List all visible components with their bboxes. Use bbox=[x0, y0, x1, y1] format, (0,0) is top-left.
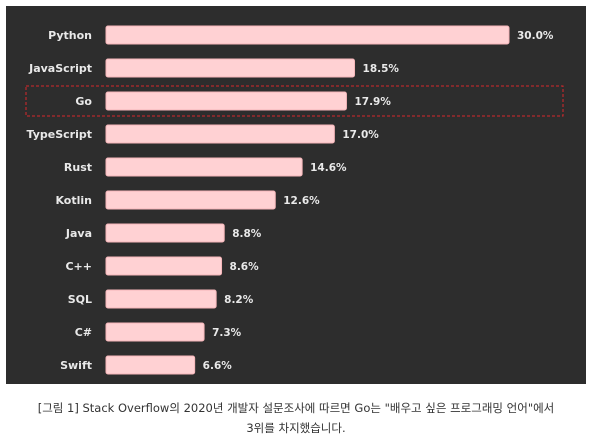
category-label-typescript: TypeScript bbox=[27, 128, 92, 141]
bar-typescript bbox=[105, 124, 335, 144]
category-label-kotlin: Kotlin bbox=[55, 194, 92, 207]
value-label-javascript: 18.5% bbox=[363, 63, 400, 75]
figure-caption: [그림 1] Stack Overflow의 2020년 개발자 설문조사에 따… bbox=[0, 398, 592, 438]
bar-go bbox=[105, 91, 347, 111]
bar-chart: Python 30.0% JavaScript 18.5% Go 17.9% TypeScr… bbox=[25, 25, 564, 375]
value-label-java: 8.8% bbox=[232, 228, 262, 240]
caption-line-1: [그림 1] Stack Overflow의 2020년 개발자 설문조사에 따… bbox=[37, 401, 555, 415]
bar-java bbox=[105, 223, 225, 243]
category-label-rust: Rust bbox=[64, 161, 92, 174]
bar-rust bbox=[105, 157, 303, 177]
value-label-rust: 14.6% bbox=[310, 162, 347, 174]
category-label-sql: SQL bbox=[68, 293, 92, 306]
category-label-javascript: JavaScript bbox=[28, 62, 92, 75]
value-label-swift: 6.6% bbox=[203, 360, 233, 372]
bar-sql bbox=[105, 289, 217, 309]
bar-kotlin bbox=[105, 190, 276, 210]
bar-cplusplus bbox=[105, 256, 223, 276]
highlight-box-go bbox=[25, 85, 564, 117]
value-label-sql: 8.2% bbox=[224, 294, 254, 306]
bar-python bbox=[105, 25, 510, 45]
category-label-python: Python bbox=[48, 29, 92, 42]
value-label-cplusplus: 8.6% bbox=[230, 261, 260, 273]
value-label-kotlin: 12.6% bbox=[283, 195, 320, 207]
category-label-java: Java bbox=[65, 227, 92, 240]
category-label-go: Go bbox=[75, 95, 92, 108]
bar-swift bbox=[105, 355, 196, 375]
category-label-csharp: C# bbox=[75, 326, 92, 339]
value-label-go: 17.9% bbox=[354, 96, 391, 108]
caption-line-2: 3위를 차지했습니다. bbox=[246, 421, 346, 435]
value-label-typescript: 17.0% bbox=[342, 129, 379, 141]
value-label-python: 30.0% bbox=[517, 30, 554, 42]
category-label-swift: Swift bbox=[60, 359, 92, 372]
chart-panel: Python 30.0% JavaScript 18.5% Go 17.9% TypeScr… bbox=[6, 6, 586, 384]
category-label-cplusplus: C++ bbox=[65, 260, 92, 273]
bar-csharp bbox=[105, 322, 205, 342]
bar-javascript bbox=[105, 58, 356, 78]
value-label-csharp: 7.3% bbox=[212, 327, 242, 339]
